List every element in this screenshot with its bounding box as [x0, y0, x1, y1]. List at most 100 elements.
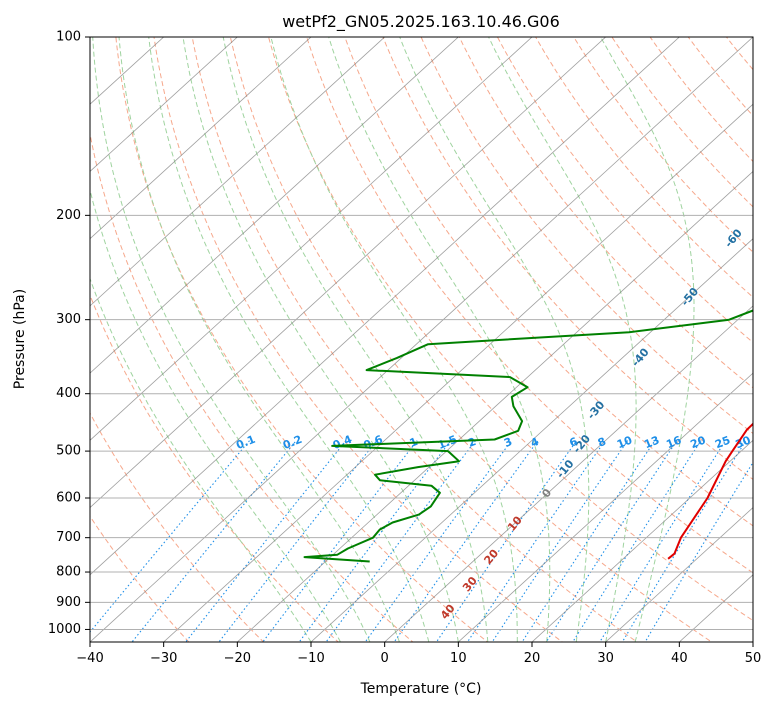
moist-adiabat — [600, 37, 695, 642]
mixing-ratio-label: 30 — [734, 433, 753, 451]
dry-adiabat-label: 30 — [460, 574, 480, 594]
dry-adiabat — [229, 37, 713, 642]
dry-adiabat — [344, 37, 753, 527]
x-tick-label: −20 — [224, 651, 251, 666]
isotherm — [752, 641, 753, 642]
isotherm — [90, 37, 312, 240]
mixing-ratio-line — [325, 440, 476, 642]
mixing-ratio-label: 3 — [502, 435, 514, 450]
plot-area: -100-90-80-70-60-50-40-30-20-10010203040… — [90, 24, 775, 654]
dry-adiabat-label: 40 — [438, 602, 458, 622]
isotherm — [90, 37, 238, 172]
isotherm — [90, 37, 753, 642]
mixing-ratio-line — [621, 440, 747, 642]
dry-adiabat-label: -30 — [585, 398, 608, 422]
moist-adiabat — [222, 37, 489, 642]
x-tick-label: 20 — [524, 651, 541, 666]
x-tick-label: −10 — [297, 651, 324, 666]
y-tick-label: 300 — [56, 312, 81, 327]
isotherm — [90, 37, 533, 441]
y-tick-label: 500 — [56, 444, 81, 459]
moist-adiabat — [270, 37, 518, 642]
isotherm — [236, 170, 753, 642]
y-tick-label: 800 — [56, 565, 81, 580]
mixing-ratio-line — [521, 440, 656, 642]
moist-adiabat — [90, 277, 312, 642]
y-tick-label: 900 — [56, 595, 81, 610]
mixing-ratio-label: 20 — [689, 433, 708, 451]
dry-adiabat-label: 20 — [481, 547, 501, 567]
mixing-ratio-line — [90, 440, 251, 633]
dry-adiabat — [153, 37, 564, 642]
mixing-ratio-label: 13 — [642, 433, 661, 451]
dry-adiabat — [90, 293, 339, 642]
moist-adiabat — [148, 37, 430, 642]
moist-adiabat — [92, 37, 371, 642]
mixing-ratio-label: 10 — [615, 433, 634, 451]
moist-adiabats — [90, 37, 695, 642]
dry-adiabat — [382, 37, 753, 481]
dry-adiabat — [611, 37, 753, 208]
mixing-ratio-line — [435, 440, 578, 642]
isotherm — [163, 103, 753, 642]
mixing-ratio-label: 0.1 — [234, 433, 257, 452]
plot-frame — [89, 36, 754, 643]
isotherm — [310, 238, 753, 642]
temperature-profile — [667, 422, 753, 560]
mixing-ratio-line — [131, 440, 297, 642]
isotherm — [457, 372, 753, 642]
dry-adiabat — [115, 37, 489, 642]
sounding-series — [303, 309, 753, 563]
isotherm — [90, 37, 386, 307]
dry-adiabat — [268, 37, 753, 622]
mixing-ratio-line — [185, 440, 347, 642]
dry-adiabat — [306, 37, 753, 574]
dry-adiabat — [90, 515, 190, 642]
x-tick-label: 10 — [450, 651, 467, 666]
isotherm — [678, 574, 753, 642]
isotherm — [384, 305, 753, 642]
isotherm — [531, 439, 753, 642]
isotherm — [90, 37, 607, 509]
y-tick-label: 1000 — [48, 622, 81, 637]
dry-adiabat — [649, 37, 753, 163]
dry-adiabat-label: -10 — [554, 457, 577, 481]
mixing-ratio-line — [262, 440, 418, 642]
x-tick-label: 50 — [745, 651, 762, 666]
isotherm — [90, 37, 680, 576]
mixing-ratio-line — [644, 461, 753, 642]
mixing-ratio-label: 2 — [466, 435, 478, 450]
mixing-ratio-line — [393, 440, 539, 642]
mixing-ratio-line — [218, 440, 378, 642]
dry-adiabats — [90, 24, 775, 654]
y-axis: 100 200 300 400 500 600 700 800 900 1000 — [48, 30, 90, 637]
x-axis: −40 −30 −20 −10 0 10 20 30 40 50 — [76, 642, 761, 666]
x-tick-label: 0 — [381, 651, 389, 666]
moist-adiabat — [90, 188, 341, 642]
mixing-ratio-label: 0.6 — [362, 433, 385, 452]
dry-adiabat — [191, 37, 638, 642]
mixing-ratio-line — [298, 440, 452, 642]
mixing-ratio-line — [466, 440, 606, 642]
moist-adiabat — [399, 37, 590, 642]
dry-adiabat — [496, 37, 753, 344]
x-tick-label: −40 — [76, 651, 103, 666]
dry-adiabat-label: -60 — [722, 226, 745, 250]
mixing-ratio-label: 8 — [596, 435, 608, 450]
dry-adiabat — [687, 37, 753, 117]
y-tick-label: 700 — [56, 530, 81, 545]
x-tick-label: 30 — [597, 651, 614, 666]
dry-adiabat — [90, 412, 265, 642]
mixing-ratio-label: 25 — [713, 434, 732, 452]
isotherms — [90, 37, 753, 642]
y-tick-label: 100 — [56, 30, 81, 45]
y-axis-title: Pressure (hPa) — [12, 289, 28, 389]
x-tick-label: 40 — [671, 651, 688, 666]
chart-title: wetPf2_GN05.2025.163.10.46.G06 — [282, 12, 560, 32]
mixing-ratio-label: 16 — [664, 433, 683, 451]
moist-adiabat — [488, 37, 637, 642]
dry-adiabat-label: -70 — [759, 172, 775, 196]
dry-adiabat — [754, 24, 775, 654]
mixing-ratio-label: 0.2 — [281, 433, 304, 452]
